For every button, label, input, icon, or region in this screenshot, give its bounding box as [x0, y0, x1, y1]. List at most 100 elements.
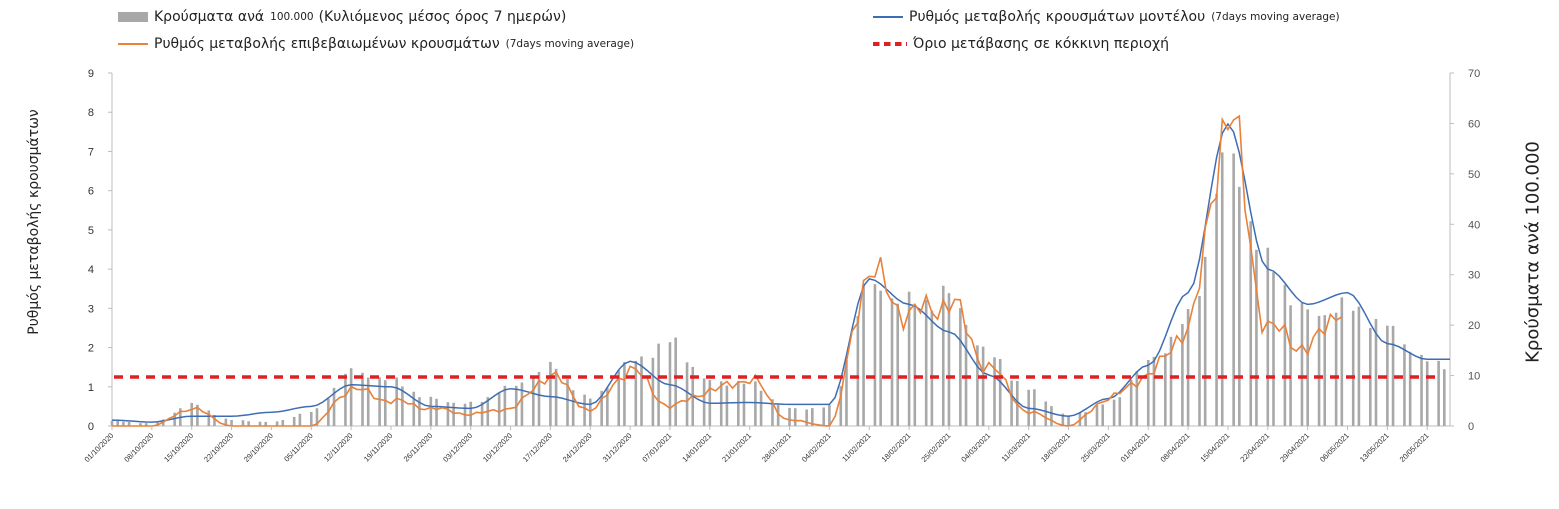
- bar-cases-per-100k: [497, 393, 501, 426]
- bar-cases-per-100k: [173, 412, 176, 426]
- bar-cases-per-100k: [822, 407, 826, 426]
- x-tick-label: 08/04/2021: [1159, 431, 1192, 464]
- bar-cases-per-100k: [446, 402, 450, 426]
- bar-cases-per-100k: [395, 377, 398, 426]
- legend-model-swatch: [873, 16, 903, 18]
- bar-cases-per-100k: [1283, 284, 1287, 426]
- y-right-tick-label: 40: [1468, 219, 1480, 231]
- bar-cases-per-100k: [1220, 152, 1224, 426]
- x-tick-label: 31/12/2020: [601, 431, 634, 464]
- bar-cases-per-100k: [1232, 153, 1235, 426]
- legend-model-label: Ρυθμός μεταβολής κρουσμάτων μοντέλου: [909, 9, 1206, 25]
- bar-cases-per-100k: [674, 337, 677, 426]
- bar-cases-per-100k: [1010, 380, 1013, 426]
- x-tick-label: 21/01/2021: [720, 431, 753, 464]
- bar-cases-per-100k: [1095, 404, 1099, 426]
- bar-cases-per-100k: [754, 381, 757, 426]
- x-tick-label: 10/12/2020: [481, 431, 514, 464]
- bar-cases-per-100k: [981, 346, 985, 426]
- y-left-tick-label: 9: [88, 68, 94, 80]
- bar-cases-per-100k: [275, 421, 279, 426]
- x-tick-label: 24/12/2020: [561, 431, 594, 464]
- y-right-tick-label: 30: [1468, 270, 1480, 282]
- x-tick-label: 13/05/2021: [1358, 431, 1391, 464]
- bar-cases-per-100k: [1340, 297, 1344, 426]
- legend-model-sub: (7days moving average): [1211, 11, 1340, 23]
- legend-model: Ρυθμός μεταβολής κρουσμάτων μοντέλου (7d…: [873, 9, 1340, 25]
- bar-cases-per-100k: [537, 371, 541, 426]
- bar-cases-per-100k: [116, 420, 119, 426]
- bar-cases-per-100k: [1033, 389, 1036, 426]
- bar-cases-per-100k: [469, 401, 472, 426]
- bar-cases-per-100k: [1118, 397, 1122, 426]
- bar-cases-per-100k: [230, 419, 233, 426]
- bar-cases-per-100k: [1300, 303, 1304, 426]
- bar-cases-per-100k: [435, 398, 438, 426]
- bar-cases-per-100k: [606, 387, 609, 426]
- bar-cases-per-100k: [1437, 360, 1440, 426]
- y-right-tick-label: 10: [1468, 371, 1480, 383]
- x-tick-label: 17/12/2020: [521, 431, 554, 464]
- x-tick-label: 12/11/2020: [322, 431, 355, 464]
- bar-cases-per-100k: [412, 391, 416, 426]
- bar-cases-per-100k: [383, 380, 387, 426]
- bar-cases-per-100k: [1425, 361, 1429, 426]
- legend-bars-swatch: [118, 12, 148, 22]
- bar-cases-per-100k: [913, 305, 917, 426]
- x-tick-label: 11/02/2021: [840, 431, 873, 464]
- bar-cases-per-100k: [1135, 371, 1139, 426]
- x-tick-label: 18/02/2021: [880, 431, 913, 464]
- y-left-tick-label: 0: [88, 421, 94, 433]
- y-left-tick-label: 6: [88, 186, 94, 198]
- y-right-tick-label: 0: [1468, 421, 1474, 433]
- bar-cases-per-100k: [657, 343, 660, 426]
- bar-cases-per-100k: [1061, 413, 1065, 426]
- x-tick-label: 11/03/2021: [1000, 431, 1033, 464]
- bar-cases-per-100k: [1146, 359, 1150, 426]
- bar-cases-per-100k: [139, 423, 142, 426]
- y-right-tick-label: 50: [1468, 169, 1480, 181]
- bar-cases-per-100k: [930, 310, 934, 426]
- bar-cases-per-100k: [224, 418, 228, 426]
- bar-cases-per-100k: [1169, 336, 1173, 426]
- bar-cases-per-100k: [1357, 306, 1361, 426]
- x-tick-label: 04/02/2021: [800, 431, 833, 464]
- bar-cases-per-100k: [828, 405, 831, 426]
- bar-cases-per-100k: [617, 370, 621, 426]
- legend-bars-label2: (Κυλιόμενος μέσος όρος 7 ημερών): [318, 9, 567, 25]
- bar-cases-per-100k: [503, 385, 507, 426]
- x-tick-label: 01/10/2020: [83, 431, 116, 464]
- x-tick-label: 22/10/2020: [202, 431, 235, 464]
- bar-cases-per-100k: [1272, 272, 1275, 426]
- x-tick-label: 14/01/2021: [680, 431, 713, 464]
- y-left-tick-label: 4: [88, 264, 94, 276]
- bar-cases-per-100k: [1238, 186, 1241, 426]
- line-confirmed-rate: [112, 114, 1343, 427]
- bar-cases-per-100k: [1323, 315, 1327, 426]
- bar-cases-per-100k: [196, 404, 199, 426]
- y-left-tick-label: 8: [88, 107, 94, 119]
- bar-cases-per-100k: [1186, 309, 1190, 426]
- bar-cases-per-100k: [1374, 318, 1378, 426]
- bar-cases-per-100k: [1044, 401, 1048, 426]
- bar-cases-per-100k: [1101, 404, 1104, 426]
- legend-bars-label: Κρούσματα ανά: [154, 9, 265, 25]
- bar-cases-per-100k: [566, 379, 569, 426]
- x-tick-label: 19/11/2020: [362, 431, 395, 464]
- bar-cases-per-100k: [873, 284, 877, 426]
- x-tick-label: 29/10/2020: [242, 431, 275, 464]
- bar-cases-per-100k: [378, 377, 381, 426]
- bar-cases-per-100k: [349, 368, 353, 426]
- bar-cases-per-100k: [896, 303, 900, 426]
- x-tick-label: 25/03/2021: [1079, 431, 1112, 464]
- y-right-tick-label: 20: [1468, 320, 1480, 332]
- bar-cases-per-100k: [1408, 351, 1412, 426]
- bar-cases-per-100k: [600, 390, 603, 426]
- line-model-rate: [111, 122, 1450, 423]
- x-tick-label: 28/01/2021: [760, 431, 793, 464]
- y-right-tick-label: 70: [1468, 68, 1480, 80]
- bar-cases-per-100k: [1164, 353, 1167, 426]
- bar-cases-per-100k: [736, 381, 740, 426]
- bar-cases-per-100k: [1112, 399, 1116, 426]
